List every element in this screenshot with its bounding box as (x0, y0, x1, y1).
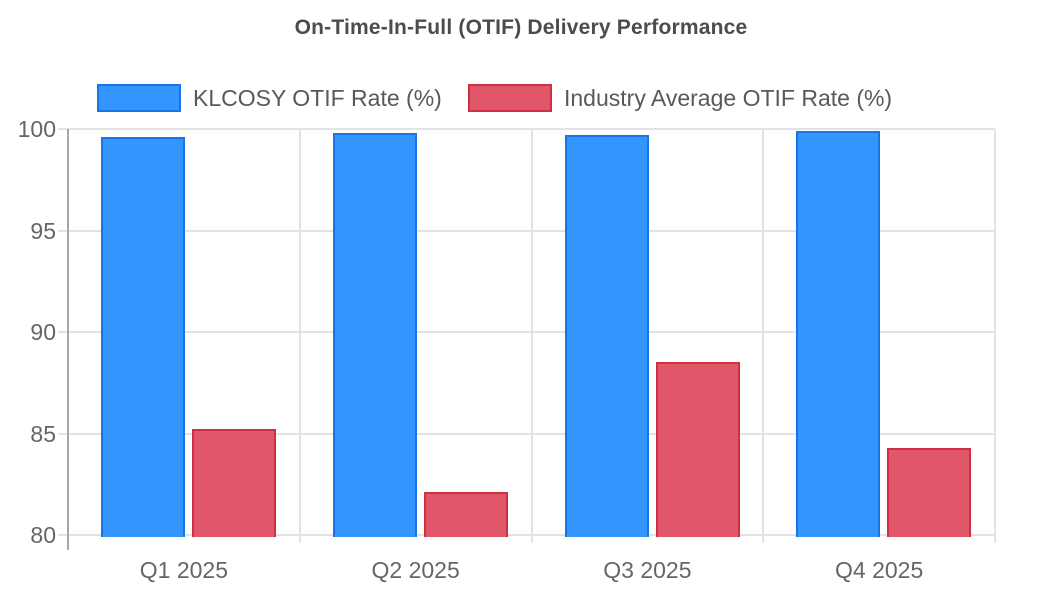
bar-industry-q3-2025 (655, 362, 740, 537)
x-gridline (298, 129, 301, 543)
y-tick-mark (58, 534, 68, 536)
legend-label-industry-average: Industry Average OTIF Rate (%) (564, 84, 893, 111)
bar-industry-q4-2025 (887, 447, 972, 537)
x-axis-label: Q4 2025 (835, 557, 924, 583)
bar-klcosy-q2-2025 (332, 133, 417, 537)
y-axis-label: 80 (30, 522, 56, 548)
legend-item-industry-average: Industry Average OTIF Rate (%) (468, 84, 892, 112)
y-tick-mark (58, 432, 68, 435)
bar-industry-q1-2025 (192, 429, 276, 537)
x-axis-label: Q1 2025 (139, 557, 228, 583)
legend-swatch-klcosy-icon (97, 84, 181, 112)
legend-swatch-industry-average-icon (468, 84, 552, 112)
chart-title: On-Time-In-Full (OTIF) Delivery Performa… (294, 16, 748, 39)
y-tick-mark (58, 229, 68, 232)
y-tick-mark (58, 331, 68, 333)
x-axis-label: Q2 2025 (371, 557, 460, 583)
legend-item-klcosy: KLCOSY OTIF Rate (%) (97, 84, 442, 112)
y-axis-line (67, 129, 69, 550)
legend-label-klcosy: KLCOSY OTIF Rate (%) (193, 84, 442, 111)
bar-klcosy-q4-2025 (796, 131, 881, 537)
y-axis-label: 90 (30, 319, 56, 345)
y-axis-label: 85 (30, 420, 56, 447)
plot-area: 100 95 90 85 80 Q1 2025 Q2 2025 Q3 2025 Q4 2025 (18, 116, 996, 583)
x-gridline (530, 129, 533, 543)
x-axis-label: Q3 2025 (603, 557, 692, 583)
x-gridline (994, 129, 996, 543)
x-gridline (762, 129, 765, 543)
bar-klcosy-q1-2025 (101, 137, 185, 537)
bar-industry-q2-2025 (423, 492, 508, 537)
bar-klcosy-q3-2025 (564, 135, 649, 537)
y-axis-label: 100 (17, 116, 56, 142)
y-axis-label: 95 (30, 217, 56, 244)
y-tick-mark (58, 128, 68, 130)
